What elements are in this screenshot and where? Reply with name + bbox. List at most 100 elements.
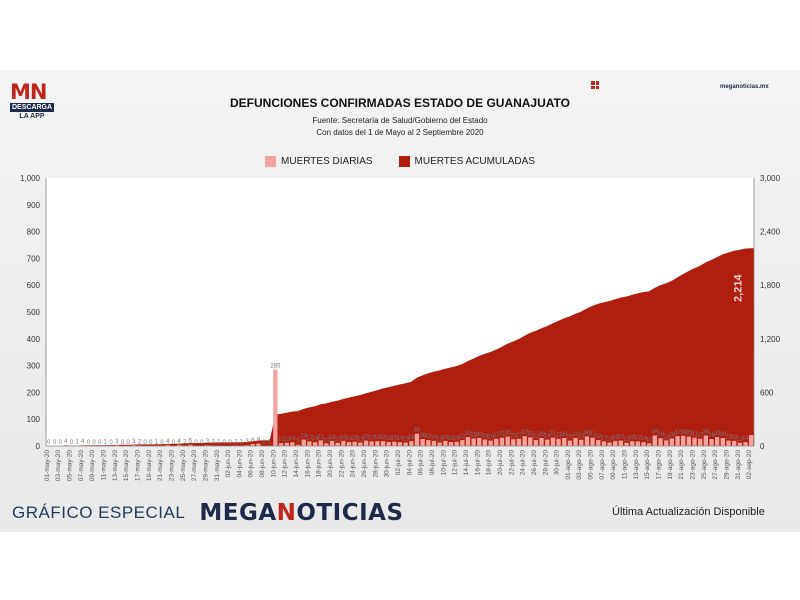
x-tick-label: 01-may-20: [44, 450, 51, 481]
daily-bar: [692, 437, 697, 446]
data-label: 21: [317, 434, 324, 440]
x-tick-label: 28-jul-20: [542, 450, 549, 476]
data-label: 0: [98, 440, 102, 446]
daily-bar: [188, 444, 193, 446]
data-label: 30: [476, 432, 483, 438]
data-label: 30: [572, 432, 579, 438]
data-label: 31: [550, 432, 557, 438]
data-label: 37: [674, 430, 681, 436]
data-label: 14: [640, 436, 647, 442]
logo-mark: MN: [10, 80, 47, 104]
daily-bar: [488, 440, 493, 446]
x-tick-label: 24-jun-20: [350, 450, 357, 478]
x-tick-label: 14-jun-20: [293, 450, 300, 478]
daily-bar: [647, 443, 652, 446]
daily-bar: [324, 443, 329, 446]
data-label: 13: [402, 437, 409, 443]
daily-bar: [431, 440, 437, 446]
daily-bar: [613, 440, 618, 446]
daily-bar: [307, 441, 312, 446]
data-label: 0: [109, 440, 113, 446]
daily-bar: [460, 440, 465, 446]
daily-bar: [528, 437, 533, 446]
data-label: 19: [442, 435, 449, 441]
x-tick-label: 30-jul-20: [554, 450, 561, 476]
data-label: 0: [194, 440, 198, 446]
data-label: 1: [217, 440, 221, 446]
y-left-tick-label: 900: [27, 201, 41, 210]
x-tick-label: 06-jul-20: [418, 450, 425, 476]
data-label: 0: [160, 440, 164, 446]
daily-bar: [420, 439, 425, 446]
data-label: 3: [245, 439, 249, 445]
data-label: 31: [499, 432, 506, 438]
daily-bar: [675, 436, 680, 446]
data-label: 0: [143, 440, 147, 446]
daily-bar: [703, 435, 708, 446]
daily-bar: [352, 441, 357, 446]
data-label: 30: [561, 432, 568, 438]
daily-bar: [403, 442, 408, 446]
daily-bar: [669, 438, 674, 446]
data-label: 5: [189, 439, 193, 445]
data-label: 0: [87, 440, 91, 446]
data-label: 15: [385, 436, 392, 442]
legend-swatch-daily: [265, 156, 277, 167]
data-label: 2: [234, 440, 238, 446]
data-label: 14: [312, 436, 319, 442]
special-graphic-label: GRÁFICO ESPECIAL: [12, 503, 186, 522]
y-right-tick-label: 1,800: [760, 281, 781, 290]
y-right-tick-label: 600: [760, 388, 774, 397]
daily-bar: [522, 436, 527, 446]
data-label: 12: [623, 437, 630, 443]
data-label: 285: [270, 364, 281, 370]
x-tick-label: 16-jun-20: [304, 450, 311, 478]
x-tick-label: 20-jun-20: [327, 450, 334, 478]
meganoticias-logo[interactable]: MN DESCARGA LA APP: [10, 82, 56, 120]
data-label: 11: [278, 437, 285, 443]
data-label: 24: [300, 434, 307, 440]
x-tick-label: 03-ago-20: [576, 450, 583, 480]
daily-bar: [80, 444, 85, 446]
chart-title: DEFUNCIONES CONFIRMADAS ESTADO DE GUANAJ…: [229, 96, 570, 110]
daily-bar: [63, 444, 68, 446]
daily-bar: [596, 440, 601, 446]
daily-bar: [375, 441, 380, 446]
site-url[interactable]: meganoticias.mx: [720, 84, 769, 90]
y-right-tick-label: 2,400: [760, 228, 781, 237]
legend-swatch-cumulative: [398, 156, 410, 167]
daily-bar: [414, 433, 420, 446]
data-label: 22: [595, 434, 602, 440]
data-label: 2: [183, 440, 187, 446]
data-label: 0: [200, 440, 204, 446]
y-left-tick-label: 300: [27, 362, 41, 371]
daily-bar: [318, 440, 323, 446]
data-label: 25: [510, 433, 517, 439]
data-label: 14: [289, 436, 296, 442]
grid-icon[interactable]: [591, 81, 599, 89]
daily-bar: [295, 444, 301, 446]
data-label: 18: [408, 435, 415, 441]
daily-bar: [465, 437, 471, 446]
data-label: 8: [251, 438, 255, 444]
y-left-tick-label: 0: [36, 442, 41, 451]
chart-date-range: Con datos del 1 de Mayo al 2 Septiembre …: [316, 128, 484, 137]
data-label: 46: [414, 428, 421, 434]
data-label: 18: [629, 435, 636, 441]
data-label: 26: [708, 433, 715, 439]
meganoticias-wordmark: MEGANOTICIAS: [199, 500, 404, 526]
x-tick-label: 06-jun-20: [248, 450, 255, 478]
data-label: 19: [612, 435, 619, 441]
data-label: 19: [731, 435, 738, 441]
x-tick-label: 29-may-20: [202, 450, 209, 481]
daily-bar: [448, 442, 454, 446]
x-tick-label: 19-ago-20: [667, 450, 674, 480]
x-tick-label: 24-jul-20: [520, 450, 527, 476]
data-label: 13: [606, 437, 613, 443]
data-label: 12: [736, 437, 743, 443]
data-label: 24: [482, 434, 489, 440]
data-label: 19: [340, 435, 347, 441]
data-label: 0: [53, 440, 57, 446]
data-label: 3: [132, 439, 136, 445]
x-tick-label: 13-may-20: [112, 450, 119, 481]
